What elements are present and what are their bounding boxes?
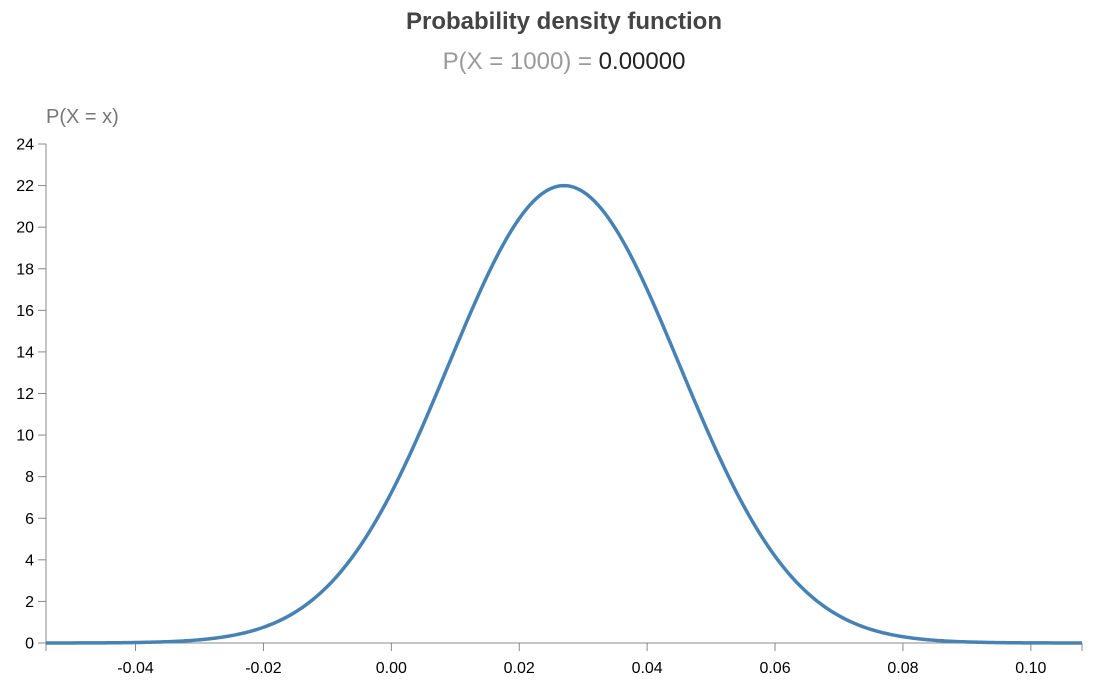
x-tick-label: 0.08 bbox=[887, 660, 918, 677]
y-tick-label: 8 bbox=[25, 469, 34, 486]
y-tick-label: 6 bbox=[25, 511, 34, 528]
y-tick-label: 16 bbox=[16, 303, 34, 320]
y-tick-label: 14 bbox=[16, 344, 34, 361]
x-tick-label: 0.00 bbox=[376, 660, 407, 677]
y-tick-label: 10 bbox=[16, 428, 34, 445]
x-tick-label: 0.06 bbox=[759, 660, 790, 677]
y-tick-label: 12 bbox=[16, 386, 34, 403]
y-tick-label: 24 bbox=[16, 137, 34, 154]
subtitle-lhs: P(X = 1000) = bbox=[442, 48, 592, 75]
y-tick-label: 2 bbox=[25, 594, 34, 611]
y-tick-label: 22 bbox=[16, 178, 34, 195]
y-tick-label: 0 bbox=[25, 636, 34, 653]
chart-subtitle: P(X = 1000) = 0.00000 bbox=[0, 48, 1098, 76]
x-tick-label: -0.04 bbox=[117, 660, 154, 677]
x-axis: -0.04 -0.02 0.00 0.02 0.04 0.06 0.08 0.10 bbox=[45, 642, 1083, 677]
x-tick-label: -0.02 bbox=[245, 660, 282, 677]
series-layer bbox=[46, 183, 1082, 645]
x-tick-label: 0.02 bbox=[504, 660, 535, 677]
subtitle-value: 0.00000 bbox=[598, 48, 686, 75]
pdf-curve bbox=[46, 183, 1082, 645]
x-tick-label: 0.10 bbox=[1015, 660, 1046, 677]
y-axis-title: P(X = x) bbox=[46, 106, 119, 128]
chart-title: Probability density function bbox=[405, 8, 723, 35]
y-tick-label: 18 bbox=[16, 261, 34, 278]
x-tick-label: 0.04 bbox=[632, 660, 663, 677]
y-tick-label: 4 bbox=[25, 552, 34, 569]
y-tick-label: 20 bbox=[16, 220, 34, 237]
